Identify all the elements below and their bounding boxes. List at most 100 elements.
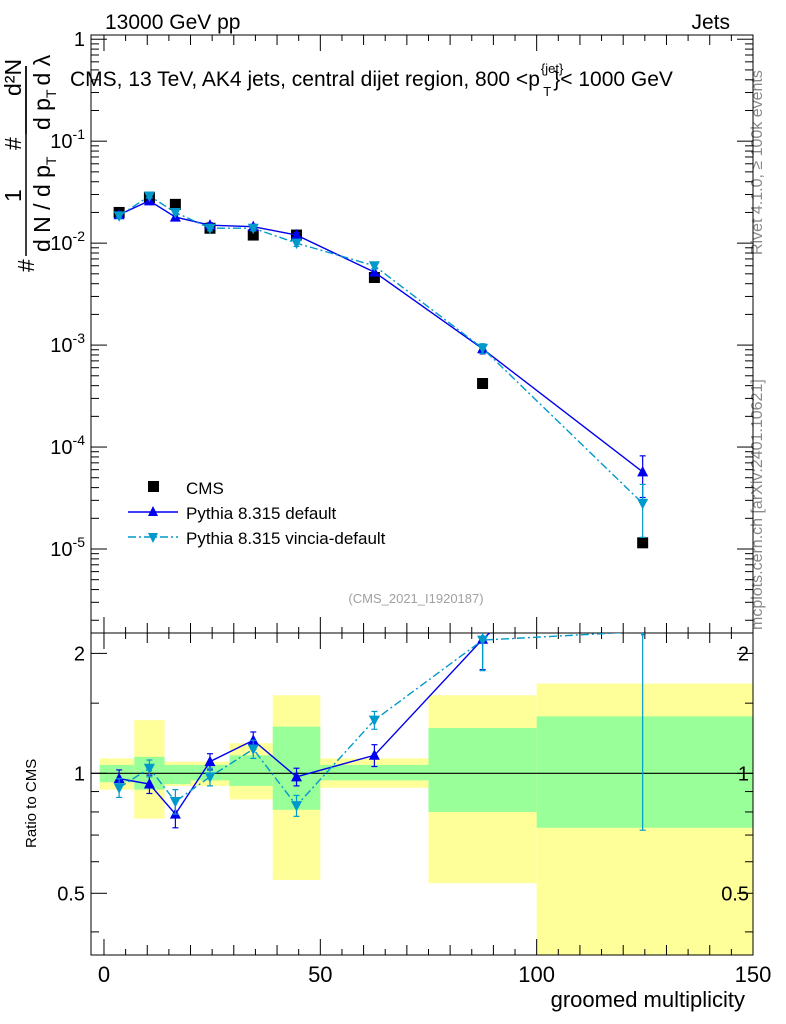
ratio-vincia-point: [477, 635, 489, 647]
y-label-d2n: d²N: [0, 59, 26, 96]
y-label-hash1: #: [13, 259, 39, 272]
y-tick-base: 10: [50, 539, 72, 561]
ratio-y-label: Ratio to CMS: [23, 759, 40, 848]
legend-cms-label: CMS: [186, 479, 224, 498]
y-label-dn-text: d N / d p: [29, 165, 55, 252]
y-label-dn-sub: T: [43, 156, 59, 165]
green-uncertainty-band: [536, 716, 753, 828]
ratio-default-point: [143, 778, 155, 789]
pythia-vincia-point: [247, 223, 259, 235]
header-left: 13000 GeV pp: [105, 11, 240, 34]
legend-cms-marker: [148, 481, 159, 492]
main-y-label: # 1 d N / d pT # d²N d pTd λ: [0, 54, 59, 272]
legend-vincia-label: Pythia 8.315 vincia-default: [186, 529, 386, 548]
pythia-vincia-point: [113, 211, 125, 222]
main-y-tick-label: 10-3: [50, 330, 85, 357]
y-tick-exp: -4: [73, 432, 86, 448]
y-label-hash2: #: [0, 137, 26, 150]
y-tick-exp: -2: [73, 228, 86, 244]
y-label-dn: d N / d pT: [29, 156, 59, 252]
main-y-tick-label: 1: [74, 29, 85, 51]
y-label-dlambda: d λ: [29, 54, 55, 85]
x-axis-label: groomed multiplicity: [551, 987, 745, 1012]
pythia-vincia-point: [169, 207, 181, 219]
ratio-vincia-point: [204, 772, 216, 783]
green-uncertainty-band: [229, 755, 273, 786]
ratio-vincia-point: [113, 783, 125, 794]
pythia-vincia-point: [477, 343, 489, 355]
ratio-bands: [91, 683, 753, 955]
title-sup: {jet}: [541, 61, 564, 76]
ratio-y-tick-label: 0.5: [57, 883, 85, 905]
pythia-default-point: [291, 229, 303, 240]
x-tick-label: 0: [98, 962, 110, 987]
main-title: CMS, 13 TeV, AK4 jets, central dijet reg…: [70, 61, 673, 99]
cms-data-point: [368, 272, 380, 284]
pythia-vincia-point: [143, 191, 155, 202]
main-series-line-1: [118, 200, 644, 473]
green-uncertainty-band: [320, 764, 429, 781]
green-uncertainty-band: [164, 764, 191, 785]
y-label-dpt: d pTd λ: [29, 54, 59, 130]
y-label-one: 1: [0, 189, 26, 202]
main-series-line-2: [118, 195, 644, 504]
pythia-default-point: [637, 465, 649, 477]
y-tick-exp: -1: [73, 126, 86, 142]
cms-data-point: [247, 229, 259, 241]
cms-data-point: [169, 198, 181, 210]
green-uncertainty-band: [428, 727, 537, 812]
ratio-y-tick-label-right: 2: [738, 643, 749, 665]
ratio-default-point: [247, 734, 259, 745]
main-y-tick-label: 10-2: [50, 228, 85, 255]
pythia-vincia-point: [637, 498, 649, 510]
y-label-dpt-sub: T: [43, 89, 59, 98]
legend-default-marker: [148, 506, 158, 516]
y-label-dpt-text: d p: [29, 98, 55, 130]
main-axes: 10-510-410-310-210-11: [50, 29, 754, 634]
header-right: Jets: [691, 11, 730, 34]
rivet-label: Rivet 4.1.0, ≥ 100k events: [749, 70, 766, 255]
ratio-series-group-1: [113, 633, 646, 831]
main-series: [113, 191, 649, 549]
ratio-default-point: [113, 772, 125, 784]
y-tick-exp: -3: [73, 330, 86, 346]
main-y-tick-label: 10-5: [50, 534, 85, 561]
ratio-vincia-point: [143, 763, 155, 775]
ratio-vincia-point: [291, 801, 303, 812]
analysis-ref: (CMS_2021_I1920187): [348, 591, 483, 606]
main-y-tick-label: 10-1: [50, 126, 85, 153]
ratio-vincia-point: [368, 715, 380, 727]
ratio-series: [113, 633, 646, 831]
ratio-axes: 0.5 0.5 1 1 2 2 0 50 100 150: [57, 632, 772, 987]
ratio-y-tick-label: 1: [74, 763, 85, 785]
ratio-frame: [90, 632, 754, 956]
ratio-default-point: [204, 755, 216, 767]
title-sub: T: [543, 84, 551, 99]
cms-data-point: [637, 537, 649, 549]
x-tick-label: 50: [308, 962, 332, 987]
pythia-vincia-point: [291, 238, 303, 250]
y-tick-base: 10: [50, 233, 72, 255]
x-tick-label: 100: [518, 962, 555, 987]
y-tick-base: 10: [50, 437, 72, 459]
pythia-vincia-point: [368, 261, 380, 272]
ratio-vincia-point: [169, 796, 181, 808]
legend: CMS Pythia 8.315 default Pythia 8.315 vi…: [128, 479, 386, 548]
ratio-y-tick-label: 2: [74, 643, 85, 665]
ratio-default-point: [368, 749, 380, 760]
y-tick-base: 10: [50, 335, 72, 357]
title-prefix: CMS, 13 TeV, AK4 jets, central dijet reg…: [70, 68, 540, 91]
cms-data-point: [477, 377, 489, 389]
ratio-vincia-point: [247, 744, 259, 756]
legend-default-label: Pythia 8.315 default: [186, 504, 337, 523]
legend-vincia-marker: [148, 533, 158, 543]
x-tick-label: 150: [735, 962, 772, 987]
ratio-default-point: [291, 770, 303, 782]
title-suffix: }< 1000 GeV: [553, 68, 673, 91]
pythia-vincia-point: [204, 223, 216, 235]
ratio-y-tick-label-right: 0.5: [721, 883, 749, 905]
main-y-tick-label: 10-4: [50, 432, 85, 459]
ratio-vincia-point: [640, 633, 646, 638]
ratio-y-tick-label-right: 1: [738, 763, 749, 785]
